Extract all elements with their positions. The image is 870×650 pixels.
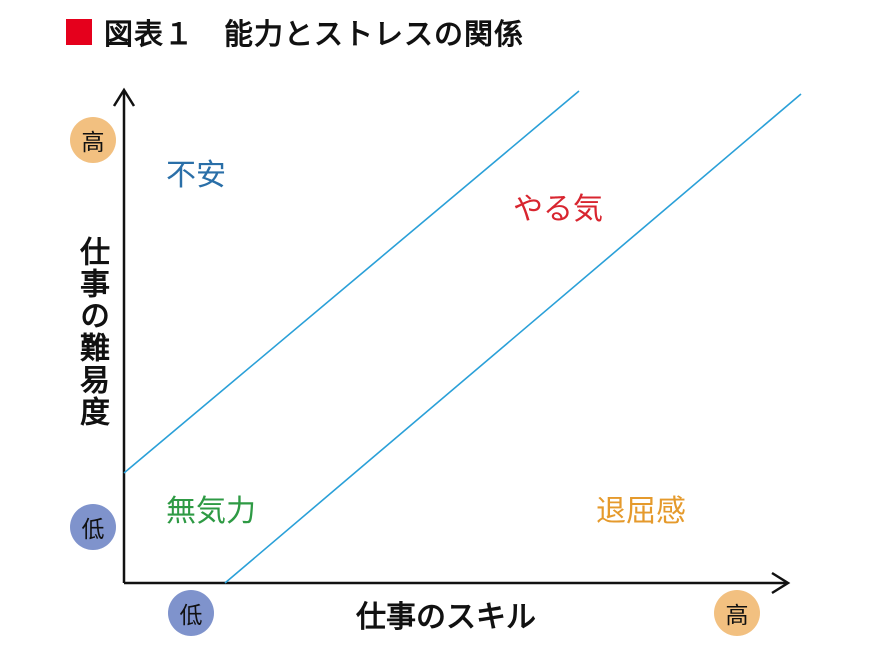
x-low-badge: 低 [168,590,214,636]
upper-boundary-line [123,90,580,474]
lower-boundary-line [224,93,802,584]
title-marker [66,19,92,45]
region-anxiety-label: 不安 [166,158,226,193]
x-high-badge: 高 [714,590,760,636]
title-text: 図表１ 能力とストレスの関係 [104,17,525,51]
region-boredom-label: 退屈感 [596,494,686,529]
y-low-badge: 低 [70,504,116,550]
x-axis-title: 仕事のスキル [356,600,536,635]
x-axis-arrowhead [771,571,791,595]
y-high-badge: 高 [70,117,116,163]
region-motivation-label: やる気 [513,192,603,227]
figure-title: 図表１ 能力とストレスの関係 [66,14,525,51]
region-apathy-label: 無気力 [166,494,256,529]
y-axis-title: 仕事の難易度 [74,236,109,428]
y-axis-arrowhead [112,87,136,107]
